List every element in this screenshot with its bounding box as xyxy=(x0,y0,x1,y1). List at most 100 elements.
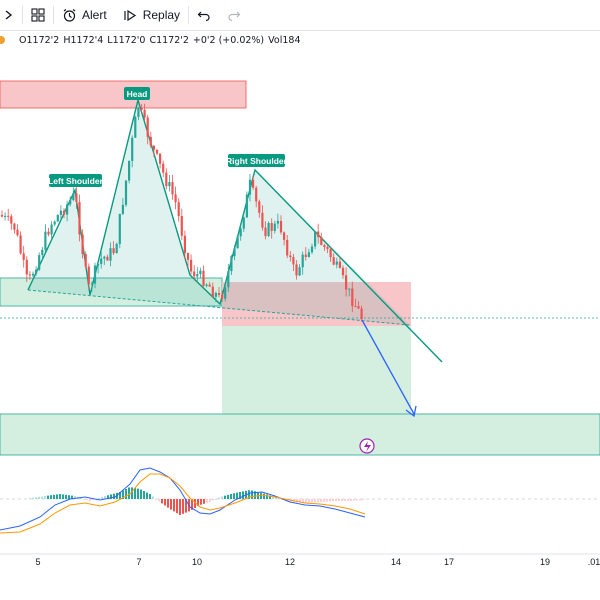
candle-body xyxy=(140,107,143,110)
macd-histogram-bar xyxy=(254,491,256,499)
candle-body xyxy=(118,213,121,244)
alarm-clock-icon xyxy=(63,8,76,22)
macd-histogram-bar xyxy=(131,487,133,499)
candle-body xyxy=(134,116,137,138)
layout-button[interactable] xyxy=(23,0,53,30)
candle-body xyxy=(149,136,152,146)
undo-button[interactable] xyxy=(189,0,219,30)
macd-histogram xyxy=(29,487,364,515)
ohlc-close: C1172'2 xyxy=(149,34,189,46)
projection-arrow[interactable] xyxy=(361,319,415,415)
macd-histogram-bar xyxy=(281,499,283,500)
candle-body xyxy=(174,194,177,203)
macd-histogram-bar xyxy=(74,496,76,499)
candle-body xyxy=(214,292,217,297)
macd-histogram-bar xyxy=(341,499,343,501)
candle-body xyxy=(106,256,109,261)
candle-body xyxy=(199,270,202,275)
left-shoulder-label[interactable]: Left Shoulder xyxy=(48,174,104,187)
replay-button[interactable]: Replay xyxy=(115,0,188,30)
macd-histogram-bar xyxy=(92,499,94,500)
neckline-support-zone xyxy=(0,277,223,307)
ohlc-high: H1172'4 xyxy=(63,34,104,46)
macd-histogram-bar xyxy=(218,497,220,499)
alert-button[interactable]: Alert xyxy=(54,0,115,30)
candle-body xyxy=(298,267,301,276)
x-axis-tick-label: 14 xyxy=(391,557,401,567)
candle-body xyxy=(53,221,56,225)
x-axis-tick-label: 19 xyxy=(540,557,550,567)
macd-histogram-bar xyxy=(95,499,97,500)
macd-histogram-bar xyxy=(41,496,43,499)
candle-body xyxy=(360,308,363,320)
candle-body xyxy=(62,210,66,215)
head-label[interactable]: Head xyxy=(124,87,150,100)
grid-icon xyxy=(31,8,45,22)
macd-histogram-bar xyxy=(236,492,238,499)
macd-histogram-bar xyxy=(59,494,61,499)
candle-body xyxy=(338,261,341,268)
top-toolbar: Alert Replay xyxy=(0,0,600,31)
macd-histogram-bar xyxy=(161,499,163,504)
x-axis-tick-label: 7 xyxy=(136,557,141,567)
macd-histogram-bar xyxy=(143,491,145,499)
macd-histogram-bar xyxy=(113,493,115,499)
ohlc-change: +0'2 (+0.02%) xyxy=(192,34,265,46)
candle-body xyxy=(320,237,323,245)
macd-histogram-bar xyxy=(149,494,151,499)
macd-histogram-bar xyxy=(179,499,181,515)
candle-body xyxy=(56,214,59,222)
x-axis-tick-label: 5 xyxy=(35,557,40,567)
candle-body xyxy=(93,265,97,284)
macd-histogram-bar xyxy=(128,487,130,499)
candle-body xyxy=(13,223,16,230)
candle-body xyxy=(264,227,267,237)
candle-body xyxy=(335,261,338,265)
candle-body xyxy=(72,193,75,201)
macd-histogram-bar xyxy=(137,488,139,499)
candle-body xyxy=(224,287,227,299)
right-shoulder-label[interactable]: Right Shoulder xyxy=(226,154,288,167)
take-profit-zone xyxy=(222,326,411,414)
head-resistance-zone xyxy=(0,80,247,109)
candle-body xyxy=(0,215,4,217)
head-shoulders-outline[interactable] xyxy=(27,97,443,363)
candle-body xyxy=(351,288,354,307)
macd-histogram-bar xyxy=(233,493,235,499)
macd-histogram-bar xyxy=(272,496,274,499)
candlestick-series xyxy=(0,103,363,322)
candle-body xyxy=(137,107,140,117)
menu-button[interactable] xyxy=(0,0,22,30)
chevron-icon xyxy=(5,10,13,20)
macd-histogram-bar xyxy=(326,499,328,502)
macd-histogram-bar xyxy=(305,499,307,503)
event-marker[interactable] xyxy=(359,438,375,454)
macd-histogram-bar xyxy=(119,492,121,499)
candle-body xyxy=(84,254,87,267)
candle-body xyxy=(168,182,171,187)
candle-body xyxy=(258,201,261,213)
pattern-fill xyxy=(28,100,410,325)
redo-button[interactable] xyxy=(219,0,249,30)
macd-histogram-bar xyxy=(332,499,334,502)
macd-histogram-bar xyxy=(293,499,295,503)
macd-histogram-bar xyxy=(47,495,49,499)
candle-body xyxy=(171,182,174,195)
macd-histogram-bar xyxy=(158,499,160,502)
candle-body xyxy=(124,180,128,205)
candle-body xyxy=(193,271,196,277)
macd-histogram-bar xyxy=(62,494,64,499)
candle-body xyxy=(196,274,199,277)
macd-histogram-bar xyxy=(320,499,322,502)
macd-histogram-bar xyxy=(251,490,253,499)
macd-histogram-bar xyxy=(344,499,346,501)
macd-histogram-bar xyxy=(245,490,247,499)
toolbar-divider xyxy=(188,6,190,24)
macd-histogram-bar xyxy=(329,499,331,502)
candle-body xyxy=(279,220,283,233)
candle-body xyxy=(283,232,286,240)
macd-histogram-bar xyxy=(317,499,319,503)
macd-histogram-bar xyxy=(194,499,196,508)
macd-histogram-bar xyxy=(107,495,109,499)
